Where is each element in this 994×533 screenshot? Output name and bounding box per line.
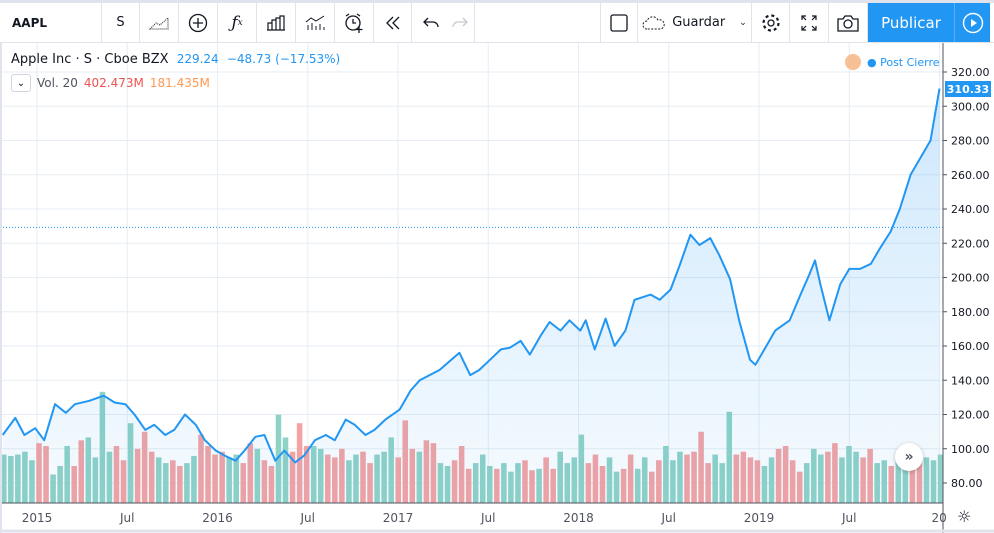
post-market-indicator[interactable]: ● Post Cierre xyxy=(845,54,940,70)
chart-legend: Apple Inc · S · Cboe BZX 229.24 −48.73 (… xyxy=(11,52,340,67)
play-icon[interactable] xyxy=(955,3,990,42)
y-tick-label: 140.00 xyxy=(951,374,990,387)
interval-button[interactable]: S xyxy=(102,3,140,42)
financials-icon[interactable] xyxy=(257,3,296,42)
price-area-fill xyxy=(2,88,940,503)
y-tick-label: 180.00 xyxy=(951,306,990,319)
y-tick-label: 160.00 xyxy=(951,340,990,353)
publish-button[interactable]: Publicar xyxy=(868,3,955,42)
replay-icon[interactable] xyxy=(374,3,412,42)
cloud-icon xyxy=(642,15,665,29)
fullscreen-icon[interactable] xyxy=(790,3,829,42)
last-price: 229.24 xyxy=(176,52,219,66)
layout-icon[interactable] xyxy=(600,3,638,42)
x-tick-label: 2015 xyxy=(22,511,53,525)
redo-icon[interactable] xyxy=(445,3,475,42)
symbol-title: Apple Inc · S · Cboe BZX xyxy=(11,52,169,67)
x-tick-label: 2018 xyxy=(563,511,594,525)
save-button[interactable]: Guardar ⌄ xyxy=(638,3,752,42)
x-tick-label: Jul xyxy=(480,511,495,525)
x-tick-label: Jul xyxy=(661,511,676,525)
y-tick-label: 320.00 xyxy=(951,66,990,79)
undo-icon[interactable] xyxy=(412,3,449,42)
compare-add-icon[interactable] xyxy=(179,3,218,42)
y-tick-label: 100.00 xyxy=(951,443,990,456)
x-tick-label: 2019 xyxy=(744,511,775,525)
y-tick-label: 220.00 xyxy=(951,237,990,250)
y-tick-label: 240.00 xyxy=(951,203,990,216)
y-tick-label: 280.00 xyxy=(951,135,990,148)
x-tick-label: Jul xyxy=(841,511,856,525)
volume-bar xyxy=(937,454,944,503)
chart-type-icon[interactable] xyxy=(140,3,179,42)
settings-gear-icon[interactable] xyxy=(752,3,790,42)
volume-legend: ⌄ Vol. 20 402.473M 181.435M xyxy=(11,74,210,92)
symbol-search-button[interactable]: AAPL xyxy=(0,3,102,42)
volume-ma-value: 181.435M xyxy=(149,76,210,90)
camera-snapshot-icon[interactable] xyxy=(829,3,868,42)
market-status-icon xyxy=(845,54,861,70)
y-tick-label: 120.00 xyxy=(951,409,990,422)
collapse-legend-button[interactable]: ⌄ xyxy=(11,74,31,92)
alert-add-icon[interactable] xyxy=(335,3,374,42)
x-tick-label: Jul xyxy=(119,511,134,525)
chevron-down-icon: ⌄ xyxy=(739,17,747,28)
volume-label: Vol. 20 xyxy=(37,76,78,90)
axis-settings-icon[interactable]: ☼ xyxy=(957,507,972,526)
x-tick-label: 2016 xyxy=(202,511,233,525)
price-line xyxy=(1,88,941,464)
y-tick-label: 80.00 xyxy=(951,477,983,490)
y-tick-label: 300.00 xyxy=(951,100,990,113)
price-change: −48.73 (−17.53%) xyxy=(226,52,341,66)
y-tick-label: 260.00 xyxy=(951,169,990,182)
x-tick-label: 20 xyxy=(932,511,947,525)
post-market-label: ● Post Cierre xyxy=(867,55,940,69)
last-price-label: 310.33 xyxy=(945,81,991,97)
x-tick-label: 2017 xyxy=(383,511,414,525)
x-tick-label: Jul xyxy=(300,511,315,525)
scroll-to-realtime-button[interactable]: » xyxy=(895,443,923,471)
volume-value: 402.473M xyxy=(83,76,144,90)
y-tick-label: 200.00 xyxy=(951,272,990,285)
templates-icon[interactable] xyxy=(296,3,335,42)
save-label: Guardar xyxy=(672,15,726,30)
